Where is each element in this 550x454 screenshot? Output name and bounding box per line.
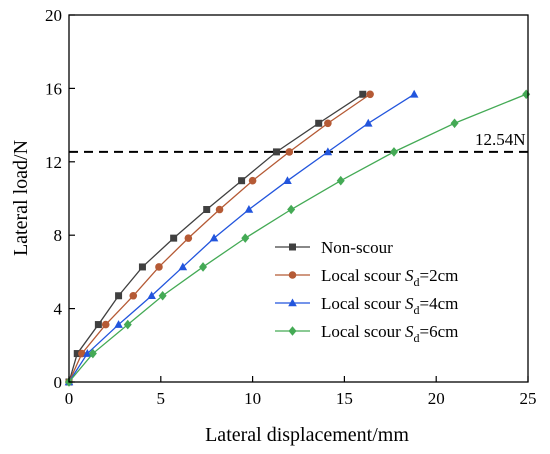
y-tick-label: 16	[45, 79, 62, 98]
legend-label-symbol: S	[405, 294, 414, 313]
legend-label-main: Non-scour	[321, 238, 393, 257]
data-point	[241, 233, 250, 243]
legend-item: Local scour Sd=4cm	[275, 294, 458, 317]
data-point	[336, 175, 345, 186]
data-point	[155, 263, 163, 271]
legend-label-subscript: d	[414, 275, 420, 289]
data-point	[522, 89, 531, 100]
data-point	[287, 204, 296, 215]
legend-item: Local scour Sd=6cm	[275, 322, 458, 345]
data-point	[209, 233, 219, 242]
data-point	[203, 206, 211, 214]
data-point	[283, 176, 292, 185]
x-tick-label: 15	[336, 389, 353, 408]
y-tick-label: 4	[54, 300, 63, 319]
legend-label: Non-scour	[321, 238, 393, 257]
y-tick-label: 8	[54, 226, 63, 245]
data-point	[101, 320, 110, 329]
series-2	[65, 90, 374, 386]
x-tick-label: 25	[520, 389, 537, 408]
reference-line-label: 12.54N	[475, 130, 526, 149]
data-point	[285, 148, 294, 156]
legend-label-symbol: S	[405, 322, 414, 341]
plot-frame	[68, 14, 529, 383]
data-point	[178, 262, 188, 271]
data-point	[315, 119, 323, 127]
legend-label-subscript: d	[414, 331, 420, 345]
legend-swatch-marker	[288, 271, 297, 279]
legend-label-main: Local scour	[321, 266, 405, 285]
data-point	[129, 291, 138, 300]
data-point	[73, 350, 81, 358]
legend-label-subscript: d	[414, 303, 420, 317]
series-layer	[64, 89, 531, 387]
data-point	[359, 90, 367, 98]
data-point	[389, 147, 398, 157]
data-point	[244, 205, 254, 213]
legend-label-main: Local scour	[321, 322, 405, 341]
x-tick-label: 5	[157, 389, 166, 408]
legend-label-main: Local scour	[321, 294, 405, 313]
legend-label: Local scour Sd=2cm	[321, 266, 458, 289]
data-point	[114, 320, 123, 328]
data-point	[363, 118, 373, 127]
legend-label: Local scour Sd=6cm	[321, 322, 458, 345]
data-point	[158, 290, 167, 301]
y-tick-label: 0	[54, 373, 63, 392]
legend-label-symbol: S	[405, 266, 414, 285]
legend-label-tail: =4cm	[420, 294, 459, 313]
y-tick-label: 12	[45, 153, 62, 172]
x-axis-title: Lateral displacement/mm	[205, 424, 409, 446]
y-tick-label: 20	[45, 6, 62, 25]
data-point	[78, 349, 86, 358]
data-point	[409, 89, 419, 98]
data-point	[88, 348, 97, 359]
data-point	[238, 177, 246, 185]
legend-label-tail: =6cm	[420, 322, 459, 341]
legend-item: Local scour Sd=2cm	[275, 266, 458, 289]
data-point	[94, 321, 102, 329]
data-point	[199, 262, 208, 272]
data-point	[123, 319, 132, 330]
axis-ticks: 0 5 10 15 20 25 0 4 8 12 16 20	[45, 6, 537, 408]
data-point	[115, 292, 123, 300]
data-point	[323, 147, 333, 156]
legend-swatch-marker	[288, 326, 297, 336]
plot-area: 12.54N	[64, 89, 531, 387]
data-point	[272, 148, 280, 156]
data-point	[184, 234, 193, 242]
data-point	[83, 349, 92, 357]
x-tick-label: 10	[244, 389, 261, 408]
data-point	[366, 90, 374, 99]
data-point	[147, 291, 156, 300]
legend-swatch-marker	[289, 243, 296, 251]
data-point	[138, 263, 146, 271]
x-tick-label: 20	[428, 389, 445, 408]
x-tick-label: 0	[65, 389, 74, 408]
series-4	[65, 89, 531, 387]
legend-swatch-marker	[288, 298, 297, 307]
legend-item: Non-scour	[275, 238, 393, 257]
data-point	[170, 234, 178, 242]
y-axis-title: Lateral load/N	[10, 140, 32, 256]
data-point	[248, 176, 257, 185]
data-point	[450, 118, 459, 129]
legend-label-tail: =2cm	[420, 266, 459, 285]
data-point	[324, 119, 332, 128]
data-point	[215, 205, 224, 214]
legend-label: Local scour Sd=4cm	[321, 294, 458, 317]
